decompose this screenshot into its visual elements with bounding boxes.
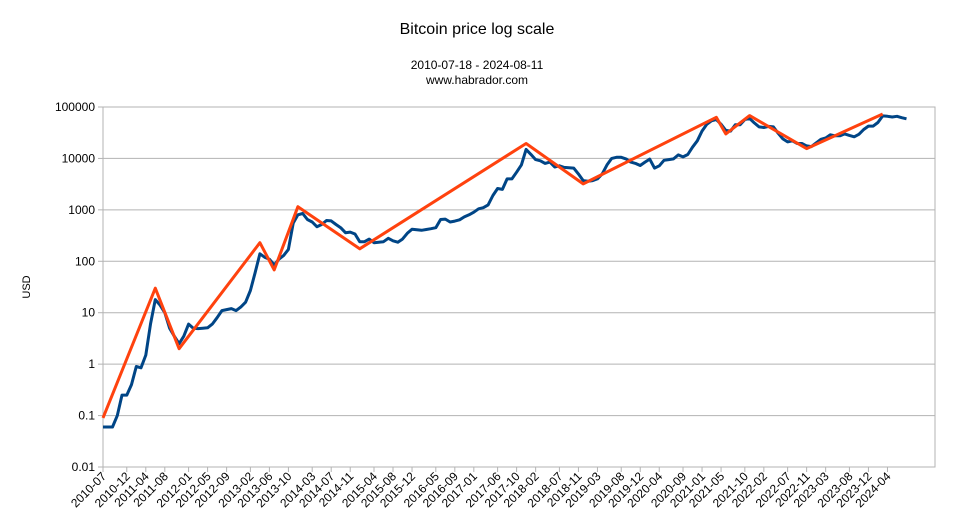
y-tick-label: 1 — [88, 357, 95, 371]
source: www.habrador.com — [425, 73, 528, 87]
y-axis-label: USD — [21, 275, 33, 298]
line-series — [101, 112, 884, 419]
y-tick-label: 10000 — [62, 151, 96, 165]
line-series — [103, 114, 907, 429]
chart-title: Bitcoin price log scale — [400, 21, 555, 38]
y-tick-label: 10 — [82, 306, 96, 320]
plot-frame — [102, 106, 936, 468]
y-tick-label: 0.01 — [72, 460, 96, 474]
chart-subtitle: 2010-07-18 - 2024-08-11 — [411, 58, 544, 72]
y-tick-label: 100000 — [55, 100, 95, 114]
y-tick-label: 1000 — [68, 203, 95, 217]
y-tick-label: 0.1 — [78, 409, 95, 423]
y-tick-label: 100 — [75, 254, 95, 268]
